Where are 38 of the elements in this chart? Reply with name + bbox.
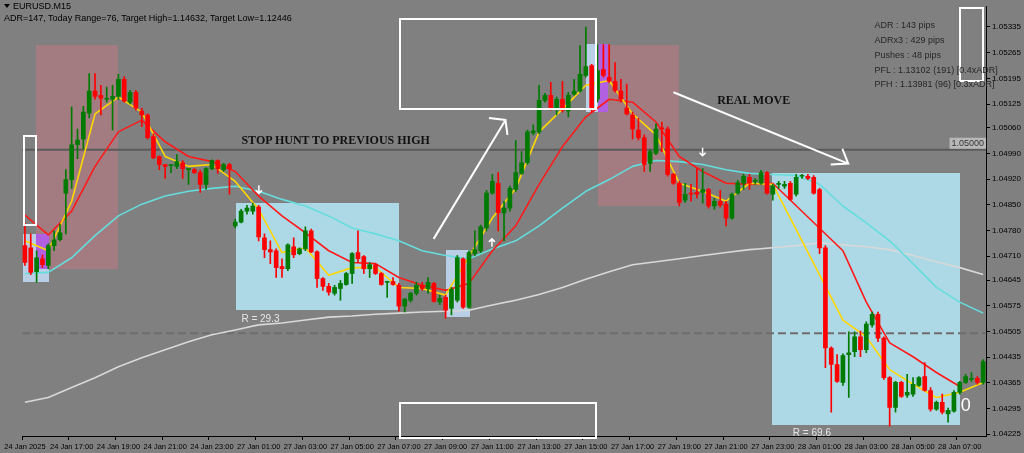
candlestick: [583, 26, 589, 78]
y-tick-label: 1.04710: [992, 251, 1022, 261]
annotation: STOP HUNT TO PREVIOUS HIGH: [241, 132, 430, 148]
annotation: Pushes : 48 pips: [874, 49, 941, 61]
annotation: ADRx3 : 429 pips: [874, 34, 945, 46]
y-tick-label: 1.05195: [992, 73, 1022, 83]
candlestick: [846, 331, 852, 398]
y-tick-label: 1.05265: [992, 47, 1022, 57]
annotation: 0: [960, 395, 971, 417]
annotation: R = 69.6: [792, 427, 831, 440]
candlestick: [694, 168, 700, 199]
y-tick-label: 1.04365: [992, 378, 1022, 388]
candlestick: [168, 164, 174, 173]
y-tick-label: 1.04990: [992, 148, 1022, 158]
y-tick-label: 1.05125: [992, 99, 1022, 109]
ref-line-label: 1.05000: [951, 137, 985, 148]
y-tick-label: 1.04645: [992, 275, 1022, 285]
y-tick-label: 1.04850: [992, 200, 1022, 210]
y-tick-label: 1.05335: [992, 22, 1022, 32]
text: ADR=147, Today Range=76, Target High=1.14632, Target Low=1.12446: [4, 13, 292, 23]
y-tick-label: 1.04225: [992, 429, 1022, 439]
annotation: ADR : 143 pips: [874, 19, 935, 31]
candlestick: [384, 280, 390, 298]
y-tick-label: 1.04575: [992, 300, 1022, 310]
y-tick-label: 1.04505: [992, 326, 1022, 336]
candlestick: [700, 168, 706, 204]
y-tick-label: 1.04920: [992, 174, 1022, 184]
candlestick: [139, 107, 145, 128]
y-tick-label: 1.04435: [992, 352, 1022, 362]
annotation: REAL MOVE: [717, 93, 791, 108]
candlestick: [624, 83, 630, 116]
y-tick-label: 1.04295: [992, 403, 1022, 413]
candlestick: [279, 258, 285, 278]
annotation: R = 29.3: [241, 313, 280, 326]
y-tick-label: 1.04780: [992, 225, 1022, 235]
y-tick-label: 1.05060: [992, 123, 1022, 133]
candlestick: [688, 184, 694, 202]
chart-title: EURUSD.M15: [13, 1, 72, 11]
